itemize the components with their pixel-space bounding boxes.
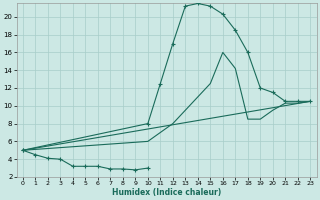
X-axis label: Humidex (Indice chaleur): Humidex (Indice chaleur) bbox=[112, 188, 221, 197]
